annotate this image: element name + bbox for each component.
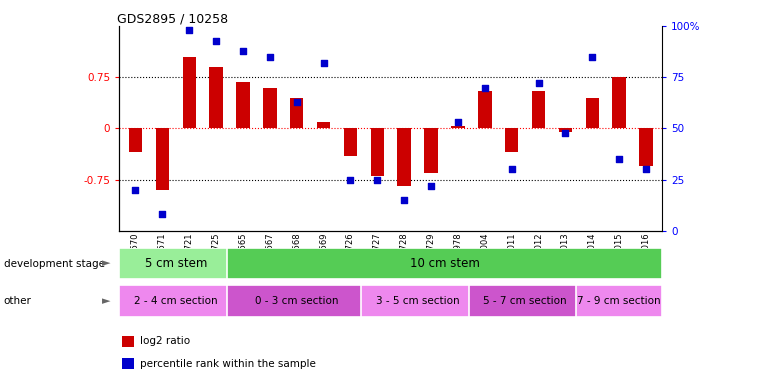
Bar [209,67,223,128]
Bar [290,98,303,128]
Text: 2 - 4 cm section: 2 - 4 cm section [134,296,218,306]
Bar [263,88,276,128]
Point [210,38,223,44]
Bar [478,91,491,128]
Bar [424,128,438,173]
Point [398,197,410,203]
Point [532,81,544,87]
Text: 5 - 7 cm section: 5 - 7 cm section [484,296,567,306]
Bar [532,91,545,128]
Text: 10 cm stem: 10 cm stem [410,257,480,270]
Bar [119,248,233,279]
Text: 5 cm stem: 5 cm stem [145,257,207,270]
Point [479,85,491,91]
Bar [469,285,581,317]
Point [156,211,169,217]
Bar [639,128,653,166]
Bar [227,248,662,279]
Bar [122,336,134,346]
Point [344,177,357,183]
Bar [129,128,142,152]
Text: 7 - 9 cm section: 7 - 9 cm section [578,296,661,306]
Point [425,183,437,189]
Bar [451,126,464,128]
Text: development stage: development stage [4,259,105,268]
Point [237,48,249,54]
Bar [236,82,249,128]
Bar [119,285,233,317]
Point [613,156,625,162]
Bar [343,128,357,156]
Text: GDS2895 / 10258: GDS2895 / 10258 [116,12,228,25]
Text: 3 - 5 cm section: 3 - 5 cm section [376,296,460,306]
Point [559,129,571,135]
Bar [586,98,599,128]
Point [640,166,652,172]
Text: other: other [4,296,32,306]
Bar [122,358,134,369]
Text: ►: ► [102,296,110,306]
Bar [505,128,518,152]
Text: log2 ratio: log2 ratio [140,336,190,346]
Bar [361,285,474,317]
Bar [576,285,662,317]
Point [129,187,142,193]
Text: ►: ► [102,259,110,268]
Point [183,27,196,33]
Point [290,99,303,105]
Bar [156,128,169,190]
Point [506,166,518,172]
Bar [397,128,411,186]
Point [371,177,383,183]
Bar [612,77,626,128]
Bar [227,285,367,317]
Bar [559,128,572,132]
Text: 0 - 3 cm section: 0 - 3 cm section [255,296,339,306]
Bar [182,57,196,128]
Bar [370,128,384,176]
Text: percentile rank within the sample: percentile rank within the sample [140,359,316,369]
Point [263,54,276,60]
Point [317,60,330,66]
Point [586,54,598,60]
Bar [317,122,330,128]
Point [452,119,464,125]
